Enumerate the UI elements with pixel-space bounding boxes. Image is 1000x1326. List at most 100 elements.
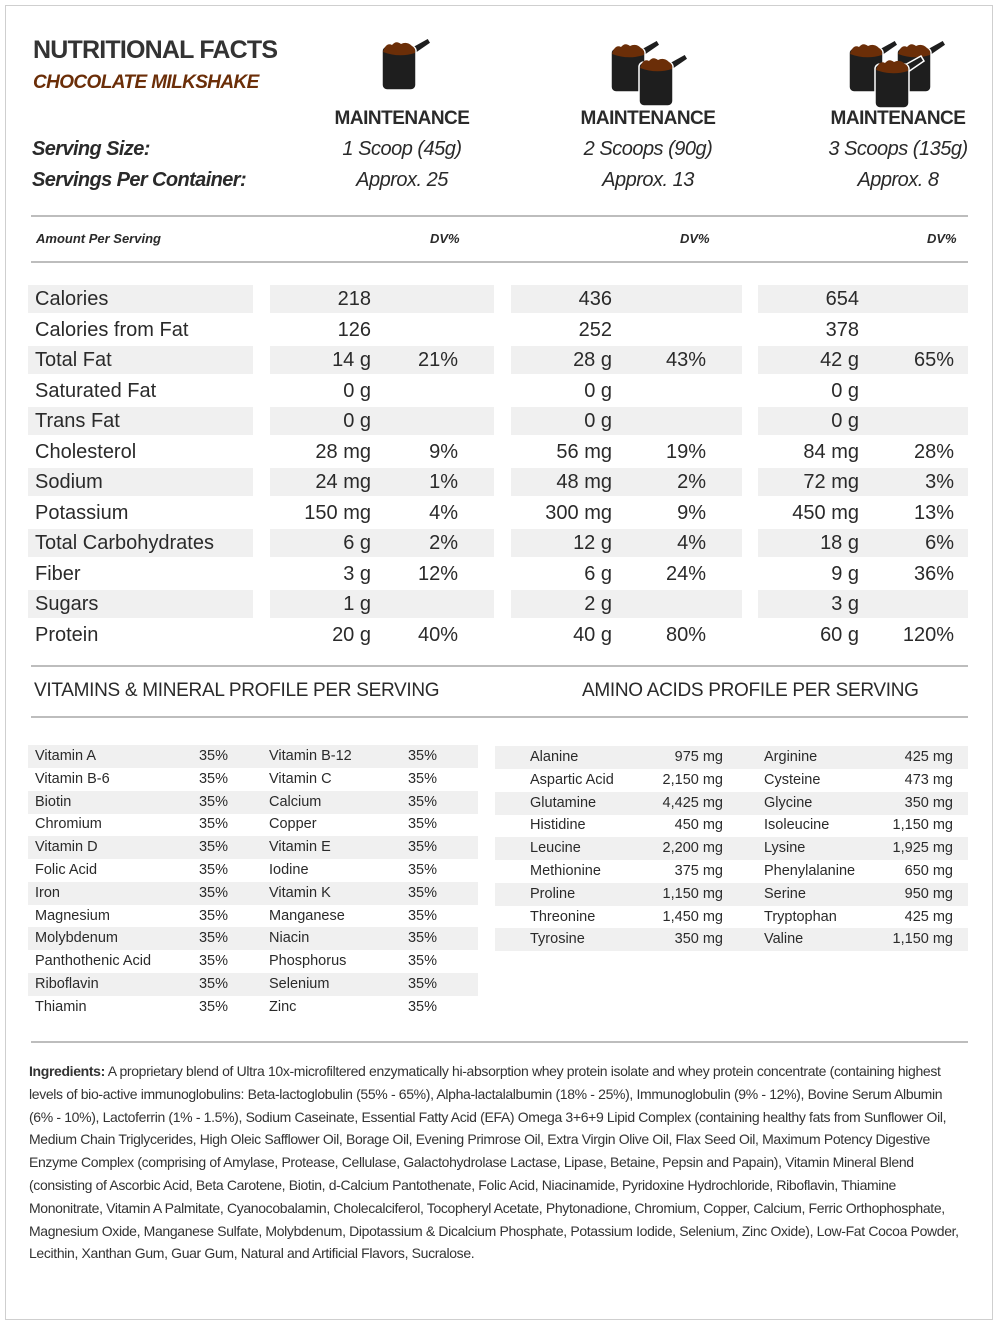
amino-amount: 2,200 mg (662, 840, 723, 857)
amino-amount: 2,150 mg (662, 771, 723, 788)
amount: 56 mg (556, 440, 612, 463)
daily-value (874, 590, 954, 618)
vitamin-name: Molybdenum (35, 930, 119, 947)
amino-amount: 650 mg (904, 863, 953, 879)
nutrient-cell: 14 g 21% (270, 346, 494, 374)
vitamin-dv: 35% (198, 748, 228, 764)
nutrient-cell: 436 (511, 285, 742, 313)
nutrient-cell: 0 g (511, 377, 742, 405)
daily-value (874, 316, 954, 344)
nutrient-name: Trans Fat (28, 407, 253, 435)
nutrient-cell: 9 g 36% (758, 560, 968, 588)
vitamin-name: Vitamin E (269, 839, 331, 856)
amino-amount: 425 mg (904, 908, 953, 925)
vitamin-dv: 35% (198, 839, 228, 856)
amount: 84 mg (803, 440, 859, 463)
daily-value: 4% (429, 501, 458, 524)
vitamin-dv: 35% (198, 884, 228, 901)
vitamin-dv: 35% (198, 816, 228, 833)
daily-value (378, 316, 458, 344)
nutrient-cell: 0 g (270, 407, 494, 435)
amount: 20 g (332, 623, 371, 646)
label-frame (5, 5, 993, 1320)
vitamin-row: Chromium 35% Copper 35% (28, 813, 478, 836)
daily-value: 1% (429, 471, 458, 493)
servings-per-container-label: Servings Per Container: (32, 169, 247, 191)
daily-value: 19% (665, 440, 706, 463)
daily-value (378, 407, 458, 435)
amino-amount: 975 mg (674, 749, 723, 765)
amount: 3 g (343, 562, 371, 585)
nutrient-cell: 84 mg 28% (758, 438, 968, 466)
amino-row: Methionine 375 mg Phenylalanine 650 mg (495, 860, 968, 883)
daily-value: 2% (677, 471, 706, 493)
amount: 654 (825, 288, 859, 310)
daily-value: 43% (665, 349, 706, 371)
amino-amount: 4,425 mg (662, 794, 723, 811)
daily-value (378, 377, 458, 405)
amount: 28 mg (315, 440, 371, 463)
amount: 0 g (831, 410, 859, 432)
amount: 0 g (831, 379, 859, 402)
amino-row: Aspartic Acid 2,150 mg Cysteine 473 mg (495, 769, 968, 792)
amount: 42 g (820, 349, 859, 371)
vitamin-name: Phosphorus (269, 953, 347, 970)
nutrient-cell: 378 (758, 316, 968, 344)
nutrient-cell: 24 mg 1% (270, 468, 494, 496)
nutrient-name: Fiber (35, 562, 81, 585)
amino-name: Glycine (764, 794, 813, 811)
amino-name: Histidine (530, 817, 586, 834)
nutrient-cell: 654 (758, 285, 968, 313)
amount: 436 (578, 288, 612, 310)
serving-size: 3 Scoops (135g) (828, 138, 968, 160)
dv-header: DV% (680, 231, 710, 246)
ingredients-text: Ingredients: A proprietary blend of Ultr… (29, 1060, 964, 1265)
nutrient-cell: 252 (511, 316, 742, 344)
daily-value: 24% (665, 562, 706, 585)
vitamin-dv: 35% (407, 930, 437, 947)
amino-amount: 350 mg (904, 794, 953, 811)
vitamin-dv: 35% (407, 953, 437, 970)
nutrient-cell: 126 (270, 316, 494, 344)
daily-value: 3% (925, 471, 954, 493)
column-header: MAINTENANCE 1 Scoop (45g) Approx. 25 (287, 108, 517, 200)
vitamin-name: Zinc (269, 998, 297, 1015)
vitamin-dv: 35% (407, 998, 437, 1015)
daily-value: 6% (925, 532, 954, 554)
amount: 218 (337, 288, 371, 310)
vitamin-row: Iron 35% Vitamin K 35% (28, 881, 478, 905)
servings-per-container: Approx. 8 (857, 169, 939, 191)
amino-name: Aspartic Acid (530, 771, 614, 788)
amino-row: Histidine 450 mg Isoleucine 1,150 mg (495, 814, 968, 837)
amino-name: Isoleucine (764, 817, 830, 834)
vitamin-name: Niacin (269, 930, 310, 947)
amount: 126 (337, 318, 371, 341)
amino-name: Tryptophan (764, 908, 837, 925)
vitamin-dv: 35% (407, 816, 437, 833)
daily-value: 120% (902, 623, 954, 646)
vitamin-name: Chromium (35, 816, 102, 833)
amino-name: Methionine (530, 863, 601, 879)
amino-row: Glutamine 4,425 mg Glycine 350 mg (495, 791, 968, 815)
vitamin-name: Thiamin (35, 998, 87, 1015)
servings-per-container: Approx. 25 (356, 169, 448, 191)
amino-name: Leucine (530, 840, 581, 857)
vitamin-name: Calcium (269, 793, 322, 810)
daily-value (874, 407, 954, 435)
amount: 72 mg (803, 471, 859, 493)
amino-amount: 1,150 mg (662, 885, 723, 902)
nutrient-name: Protein (35, 623, 99, 646)
vitamin-dv: 35% (407, 884, 437, 901)
amino-name: Alanine (530, 749, 579, 765)
nutrient-cell: 28 g 43% (511, 346, 742, 374)
amino-row: Tyrosine 350 mg Valine 1,150 mg (495, 928, 968, 952)
amino-section-title: AMINO ACIDS PROFILE PER SERVING (582, 680, 919, 701)
nutrient-cell: 12 g 4% (511, 529, 742, 557)
nutrient-cell: 450 mg 13% (758, 499, 968, 527)
amino-name: Threonine (530, 908, 596, 925)
vitamin-name: Vitamin A (35, 748, 96, 764)
daily-value: 2% (429, 532, 458, 554)
daily-value (378, 285, 458, 313)
amount: 12 g (573, 532, 612, 554)
serving-size: 2 Scoops (90g) (583, 138, 713, 160)
